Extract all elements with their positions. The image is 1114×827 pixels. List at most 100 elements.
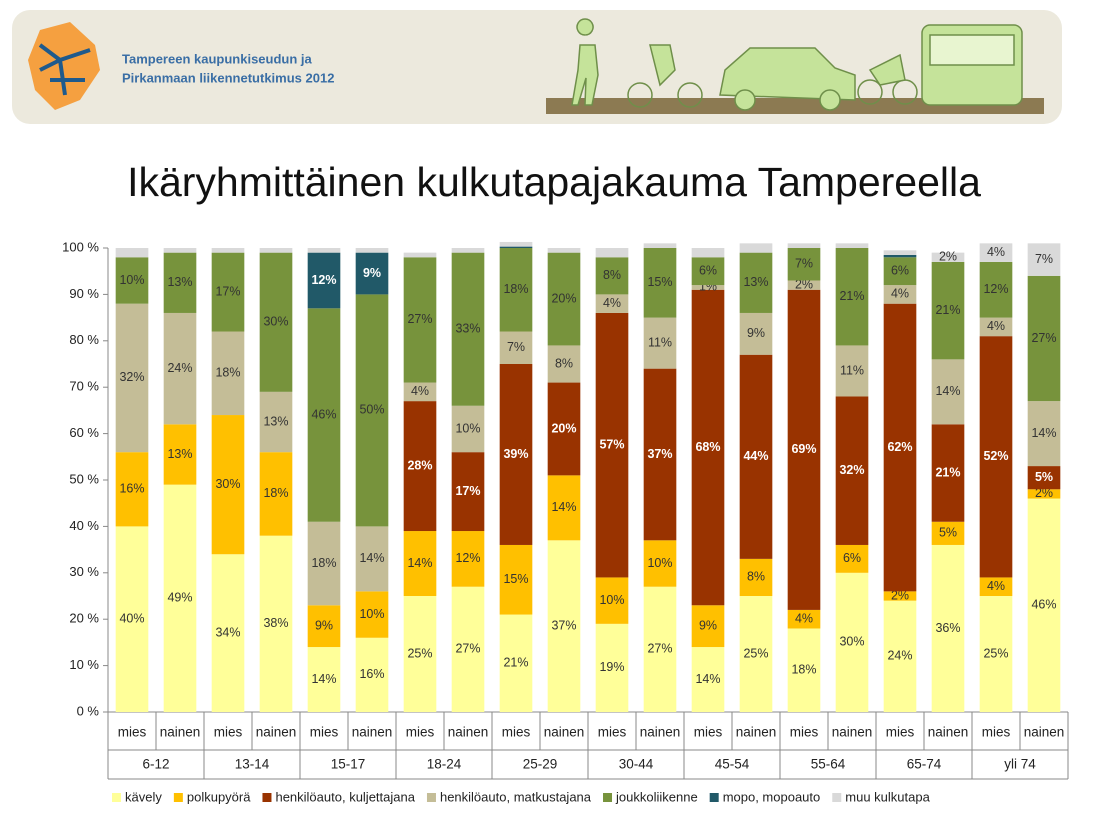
data-label: 4%: [411, 384, 429, 398]
bar-segment: [403, 401, 437, 532]
bar-segment: [931, 261, 965, 360]
legend-swatch: [112, 793, 121, 802]
bar-segment: [691, 257, 725, 286]
data-label: 21%: [839, 289, 864, 303]
data-label: 33%: [455, 321, 480, 335]
bar-segment: [355, 526, 389, 592]
x-tick-label: mies: [214, 725, 243, 740]
bar-segment: [1027, 243, 1061, 276]
header-text: Tampereen kaupunkiseudun ja: [122, 51, 313, 66]
data-label: 57%: [599, 437, 624, 451]
bar-segment: [691, 285, 725, 290]
bar-segment: [979, 577, 1013, 596]
data-label: 39%: [503, 447, 528, 461]
data-label: 4%: [795, 611, 813, 625]
bar-segment: [931, 544, 965, 712]
group-label: 65-74: [907, 757, 942, 772]
data-label: 30%: [263, 315, 288, 329]
bar-segment: [403, 382, 437, 402]
bar-segment: [499, 364, 533, 545]
bar-segment: [691, 605, 725, 648]
bar-segment: [691, 289, 725, 606]
data-label: 15%: [503, 572, 528, 586]
bar-segment: [499, 248, 533, 332]
bar-segment: [451, 248, 485, 253]
bar-segment: [979, 243, 1013, 262]
data-label: 50%: [359, 403, 384, 417]
data-label: 27%: [407, 312, 432, 326]
bar-segment: [739, 596, 773, 712]
data-label: 16%: [359, 667, 384, 681]
y-tick-label: 60 %: [69, 425, 99, 440]
data-label: 14%: [311, 672, 336, 686]
data-label: 36%: [935, 621, 960, 635]
x-tick-label: nainen: [928, 725, 969, 740]
x-tick-label: nainen: [640, 725, 681, 740]
bar-segment: [835, 248, 869, 346]
y-tick-label: 10 %: [69, 657, 99, 672]
bar-segment: [547, 345, 581, 383]
bar-segment: [835, 243, 869, 248]
bar-segment: [403, 531, 437, 596]
bar-segment: [883, 591, 917, 601]
data-label: 10%: [455, 421, 480, 435]
bar-segment: [739, 312, 773, 355]
bar-segment: [115, 526, 149, 712]
data-label: 18%: [311, 556, 336, 570]
bar-segment: [931, 252, 965, 262]
data-label: 11%: [648, 335, 672, 349]
data-label: 4%: [987, 245, 1005, 259]
bar-segment: [163, 252, 197, 313]
bar-segment: [259, 452, 293, 536]
data-label: 9%: [315, 618, 333, 632]
bar-segment: [595, 623, 629, 712]
bar-segment: [163, 248, 197, 253]
bar-segment: [643, 317, 677, 369]
data-label: 13%: [743, 275, 768, 289]
bar-segment: [163, 424, 197, 485]
y-tick-label: 0 %: [77, 703, 100, 718]
data-label: 38%: [263, 616, 288, 630]
data-label: 14%: [695, 672, 720, 686]
legend-swatch: [603, 793, 613, 802]
data-label: 12%: [455, 551, 480, 565]
map-logo: [28, 22, 100, 110]
bar-segment: [739, 243, 773, 253]
data-label: 6%: [843, 551, 861, 565]
bar-segment: [787, 289, 821, 610]
data-label: 52%: [983, 449, 1008, 463]
bar-segment: [787, 280, 821, 290]
y-tick-label: 20 %: [69, 611, 99, 626]
y-tick-label: 40 %: [69, 518, 99, 533]
group-label: 6-12: [142, 757, 169, 772]
x-tick-label: nainen: [544, 725, 585, 740]
data-label: 46%: [1031, 598, 1056, 612]
bar-segment: [355, 637, 389, 712]
data-label: 4%: [987, 319, 1005, 333]
bar-segment: [979, 261, 1013, 318]
data-label: 17%: [455, 484, 480, 498]
bar-segment: [211, 248, 245, 253]
bar-segment: [787, 628, 821, 712]
group-label: 30-44: [619, 757, 654, 772]
data-label: 68%: [695, 440, 720, 454]
bar-segment: [499, 241, 533, 247]
data-label: 9%: [699, 618, 717, 632]
data-label: 19%: [599, 660, 624, 674]
bar-segment: [595, 312, 629, 578]
bar-segment: [1027, 401, 1061, 467]
bar-segment: [595, 577, 629, 624]
legend-label: henkilöauto, kuljettajana: [275, 789, 415, 804]
data-label: 5%: [939, 526, 957, 540]
y-tick-label: 30 %: [69, 564, 99, 579]
data-label: 30%: [839, 635, 864, 649]
bar-segment: [451, 252, 485, 406]
data-label: 20%: [551, 421, 576, 435]
data-label: 27%: [647, 642, 672, 656]
bar-segment: [211, 415, 245, 555]
bar-segment: [307, 252, 341, 309]
bar-segment: [547, 252, 581, 346]
x-tick-label: mies: [598, 725, 627, 740]
x-tick-label: mies: [310, 725, 339, 740]
